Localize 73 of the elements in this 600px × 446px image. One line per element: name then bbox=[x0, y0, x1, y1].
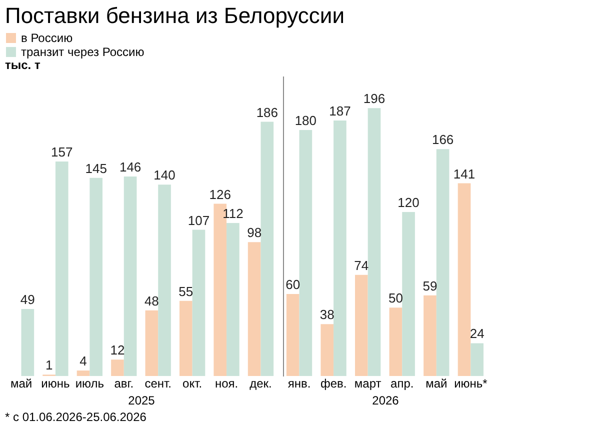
data-label: 186 bbox=[256, 104, 278, 120]
data-label: 166 bbox=[432, 132, 454, 148]
bar bbox=[260, 122, 274, 376]
bar bbox=[286, 294, 300, 376]
x-tick-label: март bbox=[354, 376, 382, 390]
bar bbox=[402, 212, 415, 376]
x-tick-label: май bbox=[10, 376, 32, 390]
bar bbox=[76, 370, 90, 376]
chart-title: Поставки бензина из Белоруссии bbox=[5, 3, 345, 28]
x-tick-label: янв. bbox=[288, 376, 311, 390]
data-label: 187 bbox=[329, 103, 351, 118]
legend-label: в Россию bbox=[21, 31, 73, 45]
x-tick-label: окт. bbox=[182, 376, 202, 390]
bar bbox=[111, 360, 124, 376]
y-axis-title: тыс. т bbox=[5, 58, 40, 72]
legend-label: транзит через Россию bbox=[21, 45, 144, 59]
data-label: 98 bbox=[247, 225, 262, 240]
data-label: 180 bbox=[294, 113, 317, 128]
data-label: 145 bbox=[85, 160, 107, 176]
bar bbox=[192, 230, 206, 376]
x-tick-label: июнь* bbox=[454, 376, 488, 390]
x-tick-label: апр. bbox=[390, 376, 414, 390]
data-label: 60 bbox=[286, 277, 300, 292]
data-label: 140 bbox=[154, 168, 176, 183]
data-label: 49 bbox=[20, 292, 35, 308]
data-label: 59 bbox=[422, 278, 438, 294]
data-label: 38 bbox=[320, 307, 334, 322]
data-label: 157 bbox=[51, 144, 73, 160]
bar bbox=[179, 300, 192, 376]
bar bbox=[226, 222, 240, 376]
bar bbox=[470, 343, 484, 376]
data-label: 50 bbox=[388, 290, 403, 306]
bar bbox=[21, 309, 34, 376]
data-label: 24 bbox=[470, 326, 484, 342]
data-label: 55 bbox=[178, 284, 194, 299]
bar bbox=[90, 178, 103, 376]
data-label: 126 bbox=[209, 186, 231, 202]
data-label: 146 bbox=[119, 159, 142, 174]
bar bbox=[145, 310, 158, 376]
bar bbox=[368, 108, 381, 376]
data-label: 12 bbox=[110, 342, 125, 358]
x-tick-label: авг. bbox=[114, 376, 134, 390]
x-axis-title: 2025 bbox=[128, 394, 156, 408]
x-tick-label: июнь bbox=[41, 376, 70, 390]
x-tick-label: июль bbox=[75, 376, 104, 390]
bar bbox=[158, 184, 171, 376]
data-label: 74 bbox=[354, 258, 369, 273]
data-label: 4 bbox=[80, 354, 87, 369]
text: * с 01.06.2026-25.06.2026 bbox=[5, 410, 147, 424]
data-label: 141 bbox=[453, 166, 476, 182]
data-label: 1 bbox=[45, 358, 53, 373]
bar bbox=[458, 183, 471, 376]
x-tick-label: май bbox=[426, 376, 448, 390]
bar bbox=[320, 324, 334, 376]
bar bbox=[424, 295, 436, 376]
data-label: 48 bbox=[144, 293, 159, 308]
x-tick-label: дек. bbox=[250, 376, 272, 390]
x-tick-label: фев. bbox=[320, 376, 347, 390]
x-tick-label: сент. bbox=[144, 376, 172, 390]
bar bbox=[299, 130, 312, 376]
bar bbox=[355, 274, 368, 376]
bar bbox=[334, 120, 346, 376]
x-axis-title: 2026 bbox=[372, 394, 400, 408]
bar bbox=[436, 149, 450, 376]
bar bbox=[124, 176, 137, 376]
bar bbox=[248, 242, 261, 376]
bar bbox=[55, 161, 68, 376]
bar bbox=[389, 308, 402, 376]
data-label: 196 bbox=[363, 91, 386, 106]
data-label: 120 bbox=[398, 195, 420, 210]
data-label: 112 bbox=[222, 206, 244, 221]
x-tick-label: ноя. bbox=[214, 376, 238, 390]
data-label: 107 bbox=[188, 212, 210, 228]
